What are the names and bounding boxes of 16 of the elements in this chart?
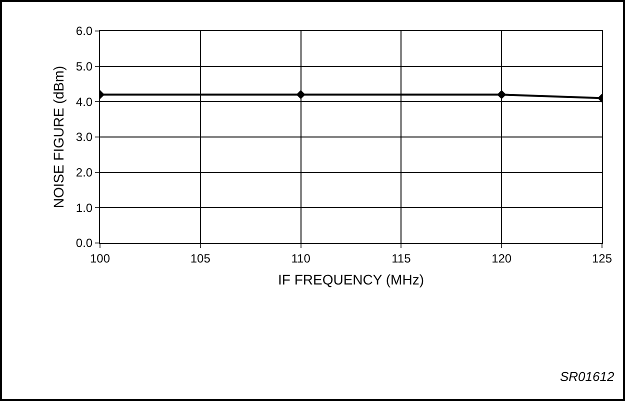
- x-tick-label: 105: [190, 251, 211, 266]
- y-tick-label: 0.0: [76, 236, 93, 250]
- y-tick-label: 4.0: [76, 94, 93, 109]
- y-tick-label: 6.0: [76, 24, 93, 38]
- x-axis-title: IF FREQUENCY (MHz): [278, 272, 424, 288]
- y-axis-title: NOISE FIGURE (dBm): [50, 66, 67, 208]
- y-tick-label: 1.0: [76, 200, 93, 215]
- x-tick-label: 125: [592, 251, 612, 266]
- y-tick-label: 5.0: [76, 60, 93, 74]
- y-tick-label: 3.0: [76, 130, 93, 144]
- x-tick-label: 115: [392, 251, 412, 266]
- x-tick-label: 100: [90, 251, 110, 266]
- x-tick-label: 110: [291, 251, 311, 266]
- x-tick-label: 120: [492, 251, 512, 266]
- y-tick-label: 2.0: [76, 166, 93, 180]
- text: SR01612: [560, 369, 615, 384]
